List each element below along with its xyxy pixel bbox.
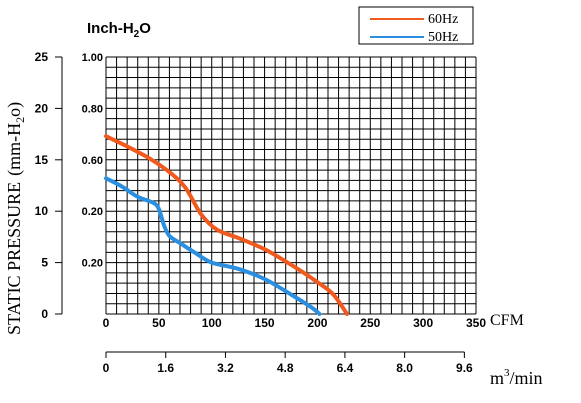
x2-axis-unit: m3/min: [490, 367, 543, 388]
x2-tick-label: 1.6: [157, 361, 174, 375]
x-tick-label-cfm: 200: [307, 316, 327, 330]
y-tick-label-inch: 0.20: [82, 258, 103, 270]
x2-tick-label: 6.4: [337, 361, 354, 375]
x-tick-label-cfm: 100: [202, 316, 222, 330]
unit-label: Inch-H2O: [87, 20, 151, 40]
x2-tick-label: 4.8: [277, 361, 294, 375]
grid: [105, 56, 477, 315]
y-tick-label-mm: 20: [35, 101, 49, 115]
x2-tick-label: 3.2: [217, 361, 234, 375]
axes: 0 5 10 15 20 25 1.00 0.80 0.60 0.20 0.20 0 50 100 150 2…: [35, 50, 487, 375]
y-tick-label-inch: 0.80: [82, 103, 103, 115]
x-tick-label-cfm: 350: [466, 316, 486, 330]
x-tick-label-cfm: 150: [255, 316, 275, 330]
x-tick-label-cfm: 300: [413, 316, 433, 330]
y-tick-label-inch: 0.20: [82, 206, 103, 218]
x2-tick-label: 0: [103, 361, 110, 375]
series-lines: [104, 134, 349, 316]
x-tick-label-cfm: 50: [152, 316, 166, 330]
y-tick-label-mm: 0: [41, 307, 48, 321]
x-tick-label-cfm: 0: [103, 316, 110, 330]
y-tick-label-mm: 10: [35, 204, 49, 218]
y-tick-label-mm: 25: [35, 50, 49, 64]
y-tick-label-inch: 1.00: [82, 52, 103, 64]
legend: 60Hz 50Hz: [358, 6, 474, 45]
y-tick-label-mm: 15: [35, 153, 49, 167]
x2-tick-label: 9.6: [456, 361, 473, 375]
y-tick-label-mm: 5: [41, 256, 48, 270]
legend-label-60hz: 60Hz: [428, 12, 458, 27]
y-tick-label-inch: 0.60: [82, 155, 103, 167]
series-line-0: [104, 134, 349, 316]
x-tick-label-cfm: 250: [360, 316, 380, 330]
series-line-1: [104, 176, 322, 316]
y-axis-title: STATIC PRESSURE(mm-H2o): [4, 102, 27, 335]
x2-tick-label: 8.0: [396, 361, 413, 375]
x-axis-unit-cfm: CFM: [490, 312, 524, 329]
legend-label-50hz: 50Hz: [428, 30, 458, 45]
